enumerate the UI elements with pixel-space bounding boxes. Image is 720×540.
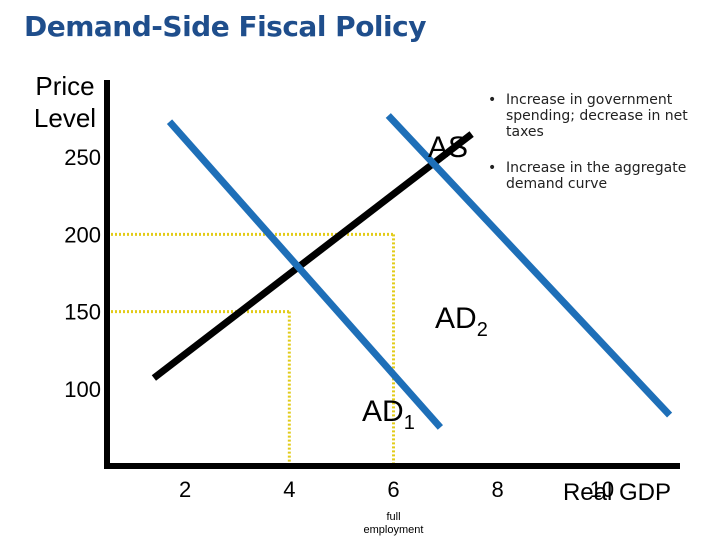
annotation-line: employment (364, 524, 424, 536)
y-axis-title: Price Level (33, 71, 97, 133)
y-tick-200: 200 (64, 222, 101, 247)
x-axis-label: Real GDP (563, 479, 671, 506)
annotations: full employment (364, 511, 424, 536)
bullet-notes: Increase in government spending; decreas… (486, 92, 701, 212)
x-tick-labels: 2 4 6 8 10 (179, 477, 614, 502)
label-ad2-subscript: 2 (477, 319, 488, 341)
slide-title: Demand-Side Fiscal Policy (24, 10, 426, 43)
label-ad2-main: AD (435, 302, 477, 335)
y-tick-250: 250 (64, 145, 101, 170)
label-as: AS (428, 131, 468, 164)
y-tick-labels: 100 150 200 250 (64, 145, 101, 402)
x-tick-10: 10 (590, 477, 614, 502)
note-aggregate-demand: Increase in the aggregate demand curve (486, 160, 701, 192)
annotation-full-employment: full employment (364, 511, 424, 536)
annotation-line: full (386, 511, 400, 523)
label-ad1-main: AD (362, 395, 404, 428)
x-tick-6: 6 (387, 477, 399, 502)
guide-lines (107, 232, 395, 466)
axes (104, 80, 680, 469)
label-ad1: AD1 (362, 395, 415, 434)
curve-as (151, 131, 474, 381)
note-government-spending: Increase in government spending; decreas… (486, 92, 701, 140)
label-as-main: AS (428, 131, 468, 164)
x-tick-8: 8 (492, 477, 504, 502)
curve-ad1 (166, 119, 444, 430)
y-tick-100: 100 (64, 377, 101, 402)
x-tick-2: 2 (179, 477, 191, 502)
label-ad2: AD2 (435, 302, 488, 341)
curves (151, 113, 673, 430)
curve-ad2 (385, 113, 673, 418)
x-tick-4: 4 (283, 477, 295, 502)
y-tick-150: 150 (64, 300, 101, 325)
label-ad1-subscript: 1 (404, 412, 415, 434)
